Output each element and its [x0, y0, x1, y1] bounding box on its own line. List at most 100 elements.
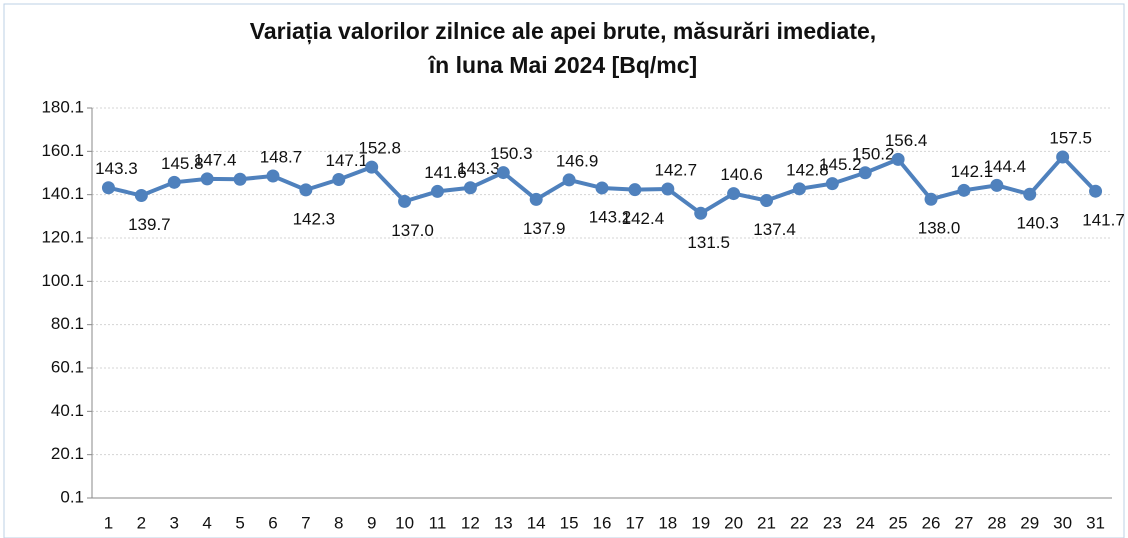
- y-tick-label: 20.1: [51, 444, 84, 463]
- x-tick-label: 5: [235, 513, 244, 532]
- x-tick-label: 31: [1086, 513, 1105, 532]
- data-label: 143.2: [589, 207, 632, 226]
- y-tick-label: 160.1: [41, 141, 84, 160]
- frame: [3, 3, 1125, 538]
- marker: [299, 183, 313, 197]
- x-tick-label: 3: [170, 513, 179, 532]
- x-tick-label: 10: [395, 513, 414, 532]
- x-tick-label: 30: [1053, 513, 1072, 532]
- x-tick-label: 1: [104, 513, 113, 532]
- x-tick-label: 7: [301, 513, 310, 532]
- x-tick-label: 16: [593, 513, 612, 532]
- data-label: 141.6: [424, 163, 467, 182]
- marker: [332, 173, 346, 186]
- x-tick-label: 15: [560, 513, 579, 532]
- marker: [167, 175, 181, 189]
- marker: [398, 194, 412, 208]
- data-label: 142.3: [293, 209, 336, 228]
- y-tick-label: 80.1: [51, 314, 84, 333]
- marker: [496, 166, 510, 180]
- x-tick-label: 25: [889, 513, 908, 532]
- x-tick-label: 24: [856, 513, 875, 532]
- marker: [661, 182, 675, 196]
- x-tick-label: 12: [461, 513, 480, 532]
- data-label: 145.2: [819, 155, 862, 174]
- marker: [760, 194, 774, 208]
- data-label: 147.4: [194, 150, 237, 169]
- data-label: 144.4: [984, 157, 1027, 176]
- marker: [727, 187, 741, 201]
- chart-title: în luna Mai 2024 [Bq/mc]: [428, 52, 697, 78]
- marker: [562, 173, 576, 187]
- marker: [792, 182, 806, 196]
- x-tick-label: 9: [367, 513, 376, 532]
- chart-title: Variația valorilor zilnice ale apei brut…: [250, 18, 876, 45]
- data-label: 147.1: [326, 151, 369, 170]
- marker: [266, 169, 280, 183]
- x-tick-label: 13: [494, 513, 513, 532]
- y-tick-label: 100.1: [41, 271, 84, 290]
- x-tick-label: 17: [625, 513, 644, 532]
- marker: [858, 166, 872, 180]
- data-label: 146.9: [556, 151, 599, 170]
- y-tick-label: 60.1: [51, 357, 84, 376]
- marker: [990, 178, 1004, 192]
- marker: [1089, 184, 1103, 198]
- marker: [628, 183, 642, 197]
- x-tick-label: 21: [757, 513, 776, 532]
- marker: [891, 152, 905, 166]
- x-tick-label: 28: [987, 513, 1006, 532]
- x-tick-label: 26: [922, 513, 941, 532]
- data-label: 143.3: [95, 159, 138, 178]
- x-tick-label: 27: [954, 513, 973, 532]
- x-tick-label: 11: [429, 513, 447, 532]
- marker: [200, 172, 214, 186]
- marker: [463, 181, 477, 195]
- marker: [825, 177, 839, 191]
- data-label: 137.4: [753, 220, 796, 239]
- data-label: 156.4: [885, 131, 928, 150]
- data-label: 142.4: [622, 209, 665, 228]
- x-tick-label: 22: [790, 513, 809, 532]
- data-label: 141.7: [1082, 211, 1125, 230]
- marker: [529, 192, 543, 206]
- marker: [430, 184, 444, 198]
- data-label: 137.0: [391, 221, 434, 240]
- data-label: 142.8: [786, 160, 829, 179]
- data-label: 152.8: [358, 139, 401, 158]
- data-label: 139.7: [128, 215, 171, 234]
- marker: [595, 181, 609, 195]
- marker: [1023, 187, 1037, 201]
- marker: [365, 160, 379, 174]
- data-label: 150.3: [490, 144, 533, 163]
- x-tick-label: 19: [691, 513, 710, 532]
- x-tick-label: 20: [724, 513, 743, 532]
- data-label: 140.6: [720, 165, 763, 184]
- data-label: 131.5: [687, 233, 730, 252]
- x-tick-label: 8: [334, 513, 343, 532]
- x-tick-label: 2: [137, 513, 146, 532]
- x-tick-label: 23: [823, 513, 842, 532]
- marker: [233, 172, 247, 186]
- y-tick-label: 180.1: [41, 97, 84, 116]
- data-label: 157.5: [1049, 128, 1092, 147]
- marker: [1056, 150, 1070, 164]
- marker: [924, 192, 938, 206]
- data-label: 140.3: [1016, 214, 1059, 233]
- data-label: 142.7: [655, 161, 698, 180]
- data-label: 150.2: [852, 144, 895, 163]
- x-tick-label: 29: [1020, 513, 1039, 532]
- data-label: 137.9: [523, 219, 566, 238]
- y-tick-label: 0.1: [60, 487, 84, 506]
- marker: [957, 183, 971, 197]
- marker: [134, 189, 148, 203]
- x-tick-label: 6: [268, 513, 277, 532]
- data-label: 143.3: [457, 159, 500, 178]
- x-tick-label: 18: [658, 513, 677, 532]
- y-tick-label: 120.1: [41, 227, 84, 246]
- marker: [694, 206, 708, 220]
- y-tick-label: 40.1: [51, 401, 84, 420]
- data-label: 142.1: [951, 162, 994, 181]
- x-tick-label: 14: [527, 513, 546, 532]
